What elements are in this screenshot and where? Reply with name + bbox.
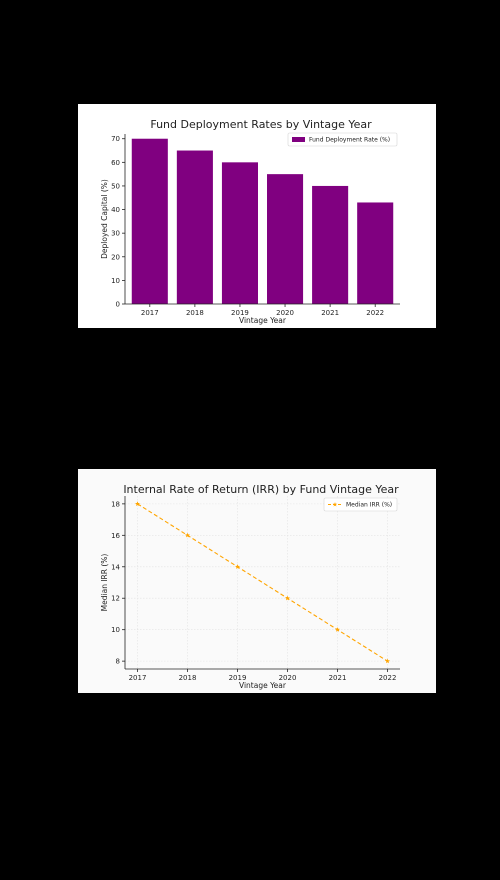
x-tick-label: 2020 [276, 309, 294, 317]
bar [357, 202, 394, 304]
y-tick-label: 8 [116, 658, 120, 666]
deployment-chart-panel: Fund Deployment Rates by Vintage Year 0 10… [78, 104, 436, 328]
data-point [135, 501, 140, 506]
irr-chart-panel: Internal Rate of Return (IRR) by Fund Vi… [78, 469, 436, 693]
y-axis-label: Median IRR (%) [100, 554, 109, 612]
legend-box [323, 497, 398, 512]
legend-swatch [292, 137, 305, 142]
y-tick-label: 14 [111, 563, 120, 571]
y-tick-label: 30 [111, 230, 120, 238]
x-tick-label: 2019 [231, 309, 249, 317]
data-point [285, 595, 290, 601]
y-tick-label: 12 [111, 595, 120, 603]
y-tick-label: 16 [111, 532, 120, 540]
data-point [185, 532, 190, 538]
x-axis-label: Vintage Year [239, 681, 287, 690]
legend-marker [332, 502, 338, 507]
x-tick-label: 2022 [366, 309, 384, 317]
y-axis-label: Deployed Capital (%) [100, 179, 109, 259]
legend: Median IRR (%) [323, 497, 398, 512]
series-line [137, 503, 388, 662]
y-tick-label: 50 [111, 182, 120, 190]
x-tick-label: 2018 [179, 674, 197, 682]
x-tick-label: 2021 [329, 674, 347, 682]
y-tick-label: 10 [111, 626, 120, 634]
legend: Fund Deployment Rate (%) [287, 132, 398, 147]
data-point [235, 564, 240, 569]
y-tick-label: 20 [111, 253, 120, 261]
irr-line-chart: Internal Rate of Return (IRR) by Fund Vi… [78, 469, 436, 693]
legend-label: Fund Deployment Rate (%) [309, 137, 390, 144]
x-tick-label: 2022 [379, 674, 397, 682]
chart-title: Internal Rate of Return (IRR) by Fund Vi… [123, 483, 399, 496]
y-tick-label: 60 [111, 159, 120, 167]
x-tick-label: 2018 [186, 309, 204, 317]
data-point [335, 627, 340, 632]
chart-title: Fund Deployment Rates by Vintage Year [150, 118, 372, 131]
bar [131, 138, 168, 304]
x-tick-label: 2020 [279, 674, 297, 682]
bar [221, 162, 258, 304]
x-tick-label: 2017 [141, 309, 159, 317]
legend-box [287, 132, 398, 147]
y-tick-label: 18 [111, 500, 120, 508]
bar [267, 174, 304, 304]
x-tick-label: 2017 [129, 674, 147, 682]
bar [312, 185, 349, 304]
y-tick-label: 70 [111, 135, 120, 143]
x-axis-label: Vintage Year [239, 316, 287, 325]
x-tick-label: 2019 [229, 674, 247, 682]
deployment-bar-chart: Fund Deployment Rates by Vintage Year 0 10… [100, 118, 400, 325]
y-tick-label: 0 [116, 301, 120, 309]
bar [176, 150, 213, 304]
x-tick-label: 2021 [321, 309, 339, 317]
legend-label: Median IRR (%) [346, 502, 392, 509]
y-tick-label: 10 [111, 277, 120, 285]
y-tick-label: 40 [111, 206, 120, 214]
data-point [385, 658, 390, 664]
